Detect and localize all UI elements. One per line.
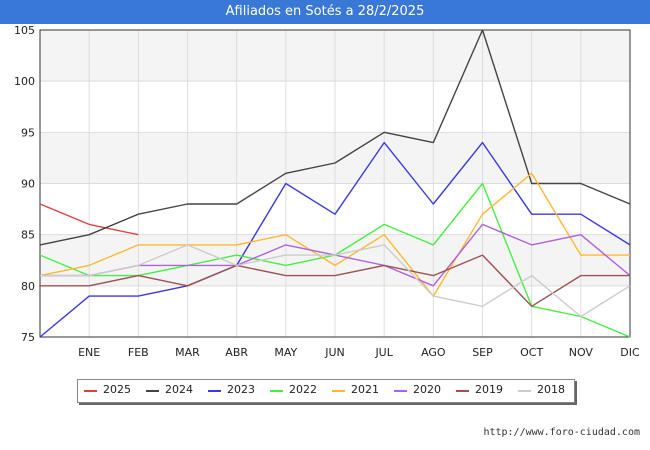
y-tick-label: 85	[21, 229, 35, 242]
legend-label: 2021	[351, 383, 379, 396]
legend-label: 2020	[413, 383, 441, 396]
legend: 2025 2024 2023 2022 2021 2020 2019 2018	[77, 379, 575, 403]
x-tick-label: JUN	[324, 346, 345, 359]
legend-swatch	[394, 390, 407, 392]
plot-frame	[39, 29, 631, 338]
x-tick-label: MAR	[175, 346, 200, 359]
x-tick-label: JUL	[374, 346, 393, 359]
x-tick-label: ENE	[78, 346, 100, 359]
legend-swatch	[208, 390, 221, 392]
series-line-2025	[39, 203, 139, 236]
x-tick-label: MAY	[274, 346, 297, 359]
x-tick-labels: ENE FEB MAR ABR MAY JUN JUL AGO SEP OCT NOV DIC	[78, 346, 640, 359]
source-url: http://www.foro-ciudad.com	[483, 427, 640, 438]
x-tick-label: ABR	[225, 346, 248, 359]
x-tick-label: SEP	[472, 346, 493, 359]
x-tick-label: DIC	[620, 346, 640, 359]
y-tick-label: 105	[14, 24, 35, 37]
legend-swatch	[456, 390, 469, 392]
series-line-2021	[39, 172, 630, 297]
axes	[39, 29, 631, 338]
y-tick-label: 90	[21, 178, 35, 191]
x-tick-label: FEB	[128, 346, 149, 359]
series-line-2018	[40, 244, 631, 318]
legend-label: 2025	[103, 383, 131, 396]
y-tick-label: 80	[21, 280, 35, 293]
legend-label: 2018	[537, 383, 565, 396]
y-tick-label: 75	[21, 331, 35, 344]
chart-title: Afiliados en Sotés a 28/2/2025	[0, 0, 650, 24]
y-tick-label: 100	[14, 75, 35, 88]
series-line-2019	[40, 254, 630, 307]
series-lines	[39, 29, 631, 338]
x-tick-label: OCT	[520, 346, 543, 359]
legend-label: 2022	[289, 383, 317, 396]
legend-label: 2019	[475, 383, 503, 396]
series-line-2024	[39, 29, 631, 246]
x-tick-label: AGO	[421, 346, 446, 359]
y-tick-label: 95	[21, 126, 35, 139]
legend-swatch	[332, 390, 345, 392]
legend-swatch	[84, 390, 97, 392]
y-tick-labels: 75 80 85 90 95 100 105	[14, 24, 35, 344]
legend-swatch	[518, 390, 531, 392]
series-line-2023	[39, 141, 631, 338]
legend-label: 2024	[165, 383, 193, 396]
legend-swatch	[146, 390, 159, 392]
x-tick-label: NOV	[569, 346, 594, 359]
legend-label: 2023	[227, 383, 255, 396]
legend-swatch	[270, 390, 283, 392]
